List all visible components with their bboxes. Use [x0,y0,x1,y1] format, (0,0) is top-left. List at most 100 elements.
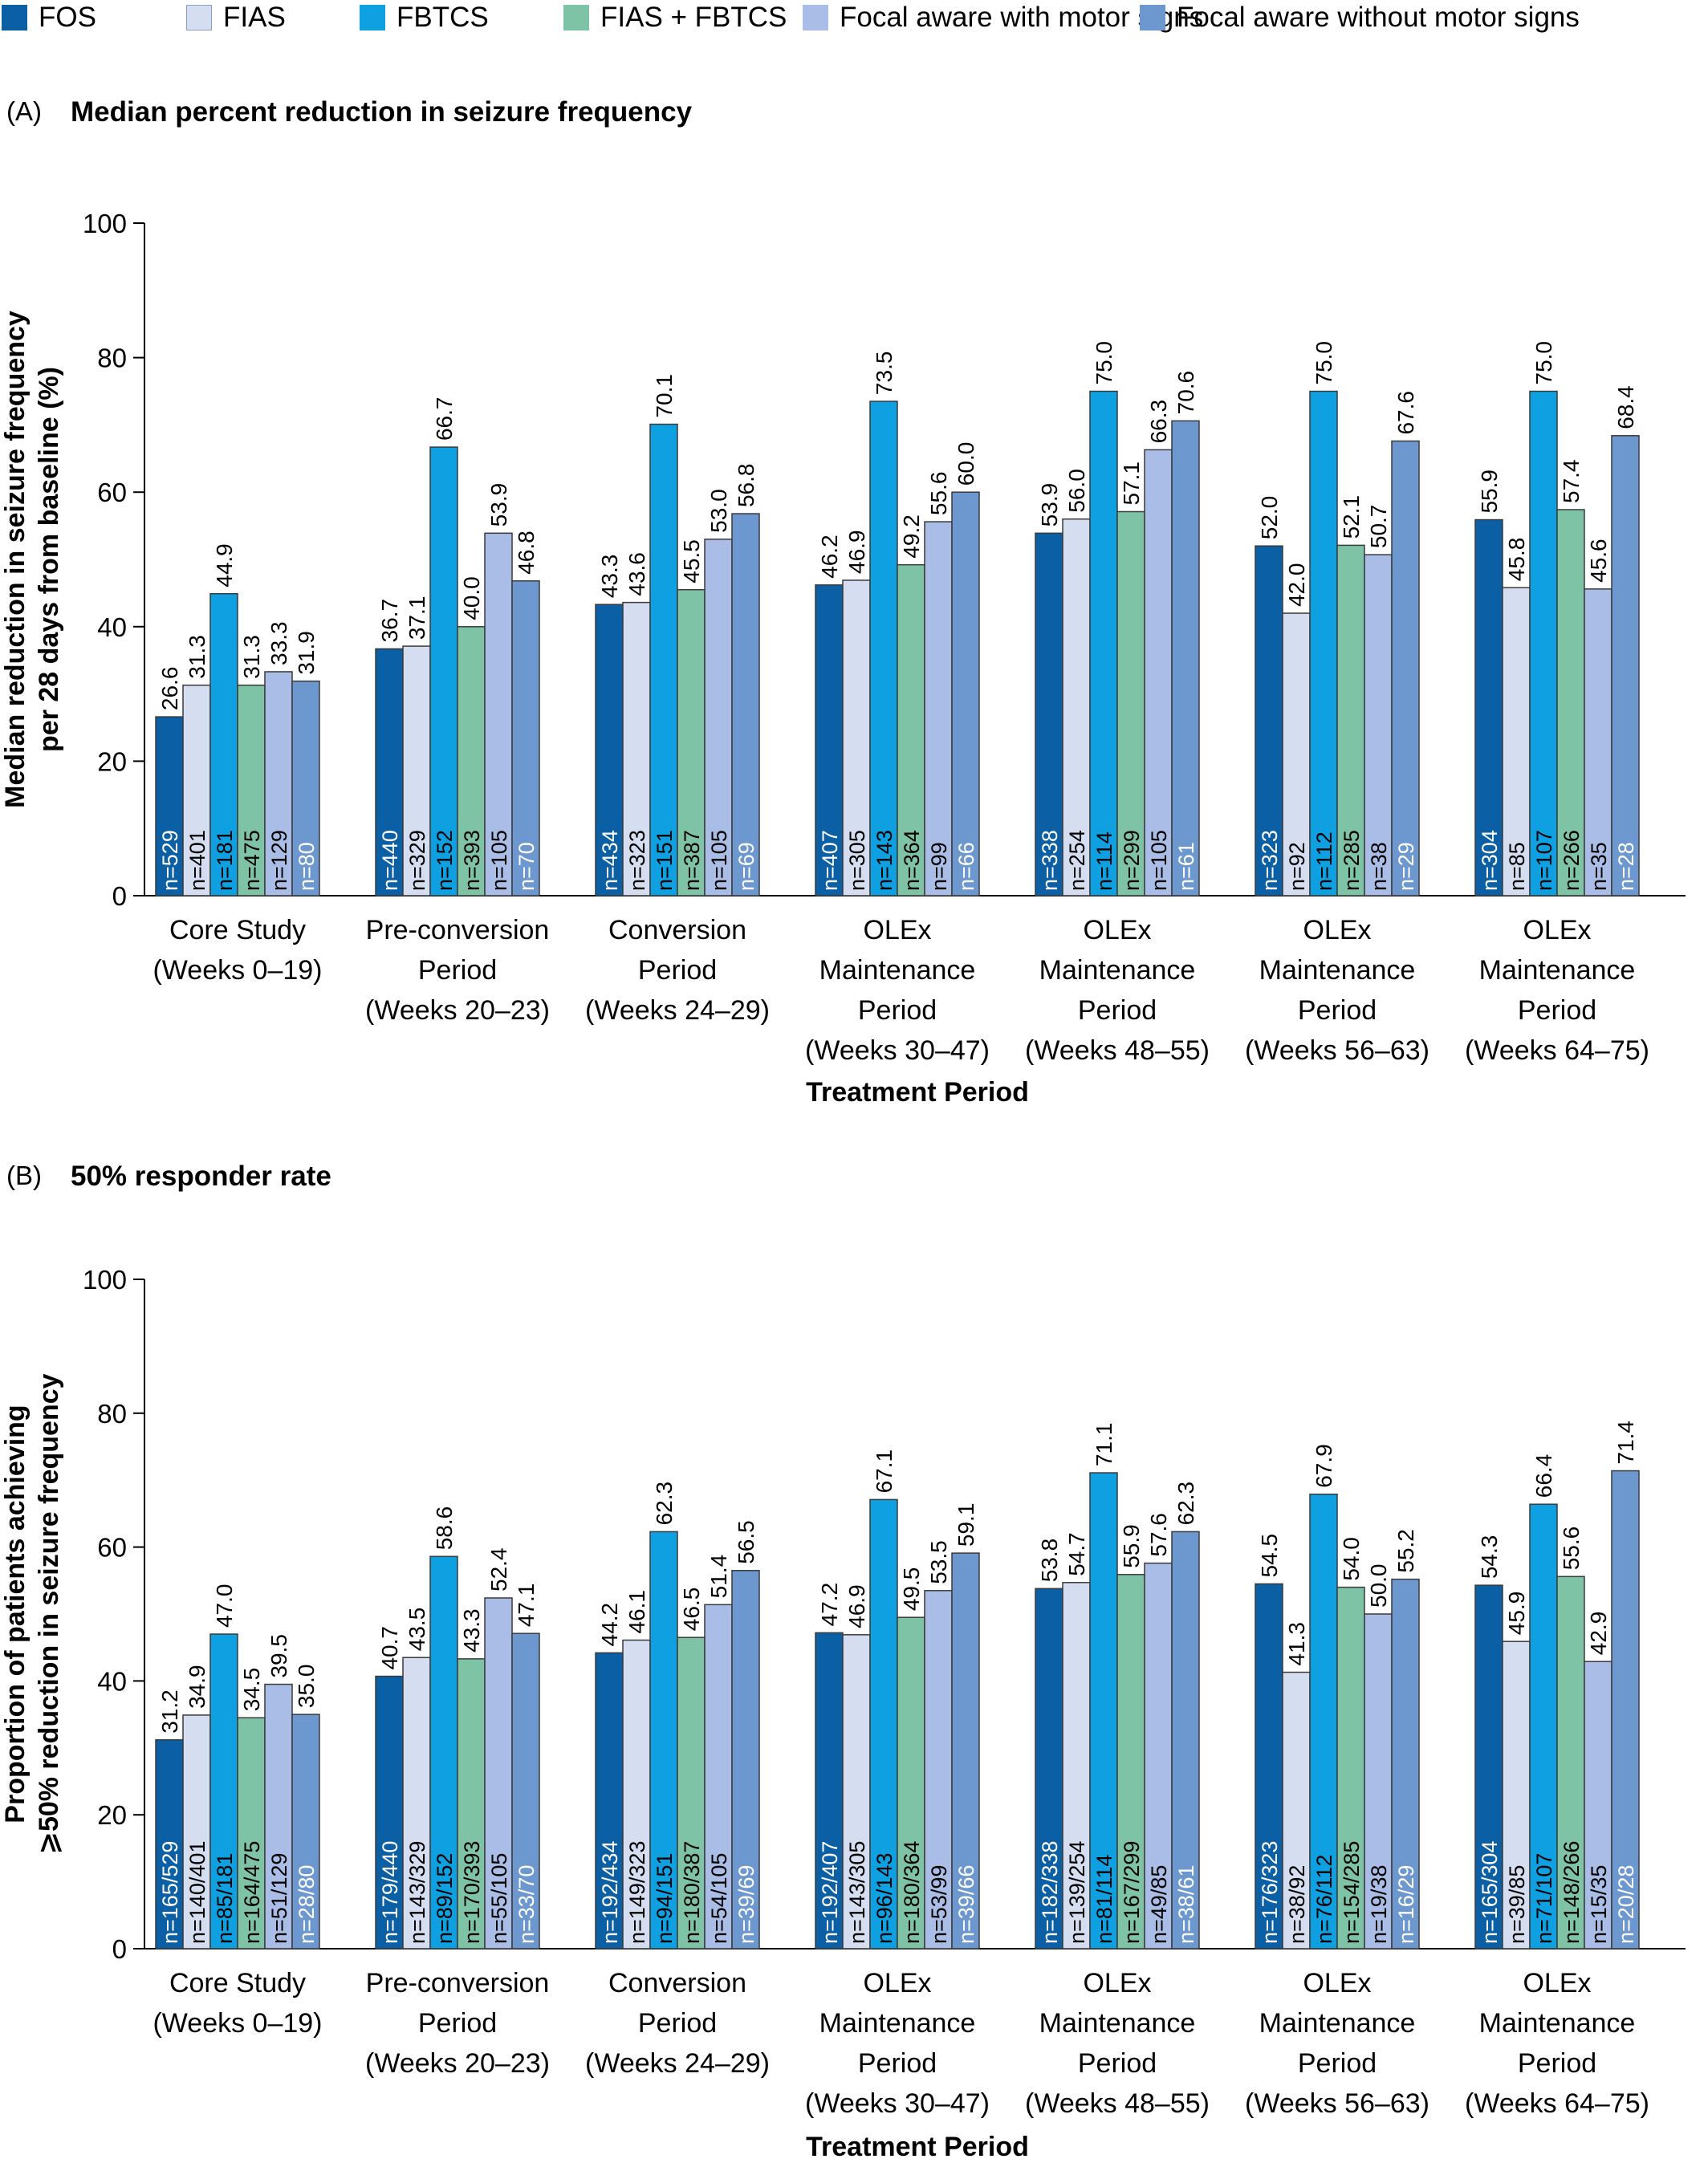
bar [1255,545,1283,896]
bar [1116,1574,1145,1949]
x-category-label: (Weeks 30–47) [805,2088,990,2119]
x-category-label: Maintenance [819,2008,976,2039]
bar-n-label: n=28/80 [295,1865,319,1944]
bar-n-label: n=179/440 [378,1841,402,1944]
bar-n-label: n=165/529 [158,1841,182,1944]
chart-a-median-reduction: 0 20 40 60 80 100 Median reduction in seizure … [0,209,1686,1108]
x-category-label: Conversion [608,915,746,945]
bar-value-label: 55.6 [1559,1527,1584,1571]
bar [182,1714,211,1949]
legend-item: FOS [2,2,96,34]
bar-value-label: 66.3 [1146,400,1171,444]
bar [842,1634,871,1949]
panel-b-title: 50% responder rate [71,1161,331,1192]
bar-value-label: 53.0 [706,489,731,533]
bar-value-label: 31.9 [294,631,319,675]
legend-label: FOS [39,2,96,33]
bar-n-label: n=164/475 [240,1841,264,1944]
x-category-label: Period [418,2008,497,2039]
bar [1089,1472,1118,1949]
bar-n-label: n=107 [1532,830,1556,891]
x-category-label: Maintenance [1479,955,1636,986]
bar-n-label: n=139/254 [1065,1841,1089,1944]
x-category-label: Core Study [169,1968,306,1998]
bar-value-label: 55.9 [1477,470,1502,514]
y-tick-label: 20 [97,746,127,776]
x-category-label: (Weeks 20–23) [365,2048,550,2079]
bar-n-label: n=180/364 [900,1841,924,1944]
x-category-label: (Weeks 24–29) [585,2048,770,2079]
bar-value-label: 46.5 [679,1588,704,1632]
bar-n-label: n=407 [818,830,842,891]
bar-value-label: 58.6 [432,1506,457,1551]
bar-n-label: n=192/407 [818,1841,842,1944]
x-category-label: Period [1298,2048,1377,2079]
x-category-label: Period [638,2008,717,2039]
bar [484,1597,513,1949]
bar-value-label: 60.0 [954,442,978,486]
bar-n-label: n=39/69 [734,1865,758,1944]
bar-n-label: n=148/266 [1560,1841,1584,1944]
bar-value-label: 52.0 [1257,496,1282,540]
bar-value-label: 36.7 [377,599,402,643]
bar-value-label: 70.6 [1173,371,1198,415]
y-axis-label: Proportion of patients achieving [0,1405,31,1823]
bar-value-label: 67.1 [872,1449,897,1494]
y-tick-label: 20 [97,1800,127,1830]
bar-n-label: n=152 [433,830,457,891]
bar-n-label: n=76/112 [1312,1855,1336,1944]
bar-value-label: 71.4 [1613,1421,1638,1465]
bar [1529,390,1558,896]
bar-value-label: 54.7 [1064,1532,1089,1576]
bar-n-label: n=94/151 [653,1853,677,1944]
x-category-label: (Weeks 56–63) [1245,1035,1429,1066]
bar-n-label: n=39/66 [954,1865,978,1944]
bar-n-label: n=254 [1065,830,1089,891]
bar-value-label: 31.2 [157,1689,182,1734]
bar [1171,1531,1200,1949]
bar-value-label: 53.5 [926,1540,951,1584]
bar-n-label: n=323 [1258,830,1282,891]
bar-n-label: n=38/61 [1174,1865,1198,1944]
bar-value-label: 44.9 [212,543,237,587]
bar-value-label: 75.0 [1092,341,1116,385]
bar [209,592,238,896]
bar-n-label: n=51/129 [267,1853,291,1944]
bar-value-label: 67.6 [1393,391,1418,434]
bar-value-label: 31.3 [239,635,264,679]
y-axis-label: Median reduction in seizure frequency [0,311,31,808]
bar-value-label: 55.9 [1119,1524,1144,1568]
bar [511,580,540,896]
bar [951,491,980,896]
bar-value-label: 45.5 [679,539,704,583]
bar-n-label: n=28 [1614,842,1638,891]
bar-value-label: 42.0 [1284,563,1309,608]
bar [1089,390,1118,896]
bar-value-label: 68.4 [1613,385,1638,429]
bar [155,716,184,896]
bar [1255,1583,1283,1949]
bar-n-label: n=529 [158,830,182,891]
bar-n-label: n=35 [1587,842,1611,891]
x-category-label: Pre-conversion [366,915,550,945]
bar-value-label: 53.9 [486,483,511,527]
legend-swatch [803,5,828,30]
legend-item: Focal aware without motor signs [1140,2,1580,34]
panel-a-letter: (A) [6,96,42,126]
y-tick-label: 60 [97,478,127,507]
bar-n-label: n=99 [927,842,951,891]
legend-item: FIAS [186,2,286,34]
bar [1611,435,1640,896]
y-tick-label: 100 [83,1265,127,1295]
bar-n-label: n=114 [1092,831,1116,891]
bar-n-label: n=170/393 [460,1841,484,1944]
bar-value-label: 34.5 [239,1668,264,1712]
bar [375,1675,404,1949]
bar-n-label: n=387 [680,830,704,891]
bar-value-label: 50.0 [1366,1564,1391,1608]
bar [402,645,431,896]
bar-n-label: n=38/92 [1285,1865,1309,1944]
bar-value-label: 43.5 [405,1608,429,1652]
x-category-label: Period [1078,2048,1157,2079]
bar [1116,510,1145,896]
